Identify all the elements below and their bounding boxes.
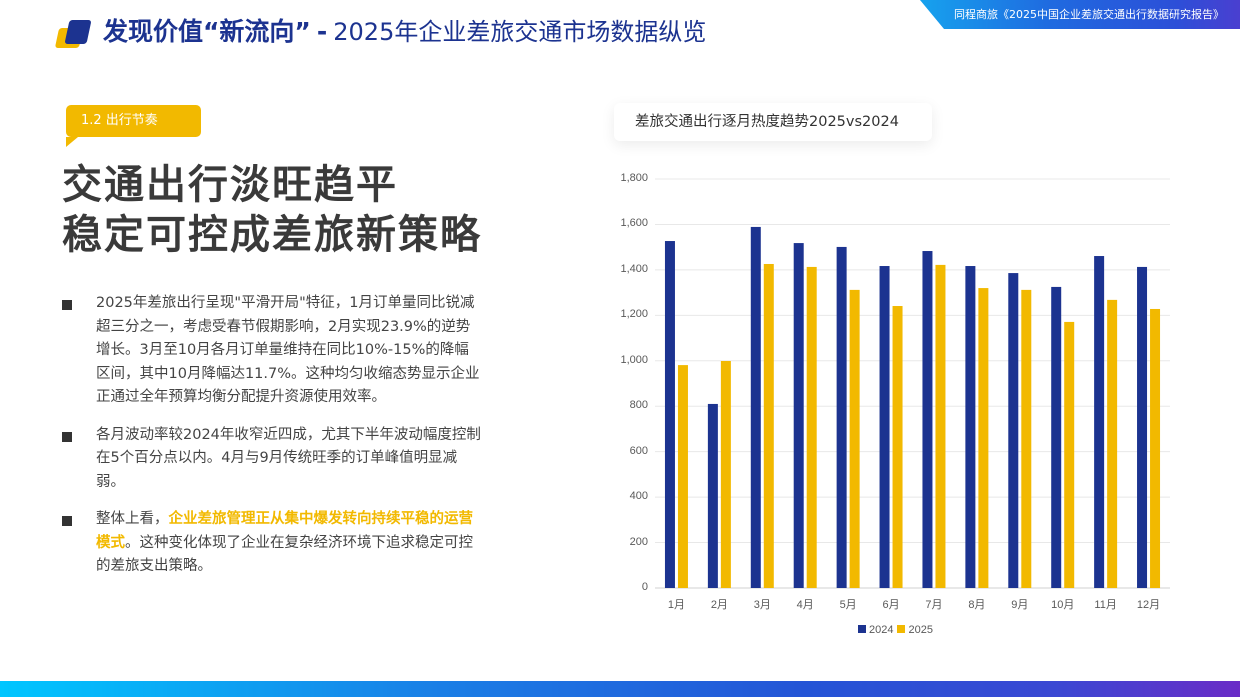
- bar-2024-2: [707, 403, 718, 588]
- brand-logo-icon: [54, 18, 95, 50]
- bullet-text: 各月波动率较2024年收窄近四成，尤其下半年波动幅度控制在5个百分点以内。4月与…: [96, 426, 481, 490]
- y-tick-label: 800: [629, 399, 648, 412]
- x-tick-label: 7月: [925, 599, 943, 611]
- bar-2025-7: [935, 264, 946, 588]
- bar-2024-3: [750, 226, 761, 588]
- headline-line-1: 交通出行淡旺趋平: [62, 162, 398, 208]
- bar-2025-8: [978, 288, 989, 588]
- bar-2025-1: [677, 365, 688, 588]
- y-tick-label: 200: [629, 535, 648, 548]
- bar-2024-6: [879, 266, 890, 588]
- bar-2024-9: [1008, 273, 1019, 588]
- bar-2024-12: [1137, 266, 1148, 588]
- bar-2025-2: [720, 361, 731, 588]
- x-tick-label: 4月: [796, 599, 814, 611]
- bar-2024-5: [836, 246, 847, 588]
- bar-2024-4: [793, 243, 804, 588]
- bullet-item: 2025年差旅出行呈现"平滑开局"特征，1月订单量同比锐减超三分之一，考虑受春节…: [62, 292, 482, 410]
- y-tick-label: 1,600: [620, 217, 648, 230]
- legend-swatch-icon: [897, 625, 906, 633]
- bar-2024-11: [1094, 256, 1105, 588]
- section-badge: 1.2 出行节奏: [66, 105, 201, 147]
- y-tick-label: 400: [629, 490, 648, 503]
- page-title: 发现价值“新流向” -2025年企业差旅交通市场数据纵览: [103, 14, 706, 50]
- bullet-square-icon: [62, 516, 72, 526]
- x-tick-label: 9月: [1011, 599, 1029, 611]
- chart-legend: 2024 2025: [858, 624, 937, 636]
- y-tick-label: 1,800: [620, 172, 648, 184]
- bar-2025-4: [806, 266, 817, 588]
- x-tick-label: 6月: [882, 599, 900, 611]
- y-tick-label: 1,400: [620, 262, 648, 275]
- page-title-subtitle: 2025年企业差旅交通市场数据纵览: [333, 18, 707, 46]
- x-tick-label: 3月: [753, 599, 771, 611]
- x-tick-label: 11月: [1094, 599, 1117, 611]
- bar-2024-1: [664, 241, 675, 588]
- bar-2025-9: [1021, 289, 1032, 588]
- bar-2025-12: [1150, 308, 1161, 588]
- bullet-item: 各月波动率较2024年收窄近四成，尤其下半年波动幅度控制在5个百分点以内。4月与…: [62, 424, 482, 495]
- bar-2024-7: [922, 251, 933, 588]
- legend-swatch-icon: [858, 625, 866, 633]
- legend-item-2024: 2024: [858, 624, 893, 636]
- bar-chart: 0 200 400 600 800 1,000 1,200 1,400 1,600 1,800 1月…: [610, 165, 1180, 655]
- section-headline: 交通出行淡旺趋平 稳定可控成差旅新策略: [62, 160, 482, 260]
- y-tick-label: 1,000: [620, 353, 648, 366]
- bullet-square-icon: [62, 431, 72, 442]
- headline-line-2: 稳定可控成差旅新策略: [62, 212, 482, 258]
- y-tick-label: 600: [629, 444, 648, 457]
- bar-2025-5: [849, 289, 860, 588]
- x-tick-label: 2月: [710, 599, 728, 611]
- bullet-text-prefix: 整体上看，: [96, 511, 169, 527]
- bullet-list: 2025年差旅出行呈现"平滑开局"特征，1月订单量同比锐减超三分之一，考虑受春节…: [62, 292, 482, 593]
- bullet-item: 整体上看，企业差旅管理正从集中爆发转向持续平稳的运营模式。这种变化体现了企业在复…: [62, 508, 482, 579]
- y-tick-label: 1,200: [620, 308, 648, 321]
- legend-label: 2025: [908, 624, 933, 636]
- page-title-separator: -: [316, 17, 328, 46]
- x-tick-label: 8月: [968, 599, 986, 611]
- bar-2024-8: [965, 266, 976, 588]
- bullet-highlight: 企业差旅管理正从集中爆发转向持续平稳的运营模式: [96, 511, 473, 551]
- page-title-bold: 发现价值“新流向”: [103, 17, 311, 46]
- bar-2025-3: [763, 263, 774, 588]
- legend-item-2025: 2025: [897, 624, 933, 636]
- x-tick-label: 12月: [1136, 599, 1161, 611]
- bar-2025-6: [892, 306, 903, 588]
- chart-title: 差旅交通出行逐月热度趋势2025vs2024: [614, 103, 932, 141]
- report-source-tag: 同程商旅《2025中国企业差旅交通出行数据研究报告》: [920, 0, 1240, 29]
- bullet-square-icon: [62, 300, 72, 310]
- bullet-text-suffix: 。这种变化体现了企业在复杂经济环境下追求稳定可控的差旅支出策略。: [96, 534, 473, 575]
- legend-label: 2024: [869, 624, 894, 636]
- x-tick-label: 5月: [839, 599, 857, 611]
- x-tick-label: 10月: [1051, 599, 1075, 611]
- bullet-text: 2025年差旅出行呈现"平滑开局"特征，1月订单量同比锐减超三分之一，考虑受春节…: [96, 295, 480, 405]
- bar-2025-11: [1107, 299, 1118, 588]
- bar-2024-10: [1051, 286, 1062, 588]
- chart-plot-area: [655, 178, 1170, 589]
- y-tick-label: 0: [641, 581, 648, 593]
- bar-2025-10: [1064, 321, 1075, 588]
- x-tick-label: 1月: [667, 599, 686, 611]
- footer-gradient-bar: [0, 681, 1240, 697]
